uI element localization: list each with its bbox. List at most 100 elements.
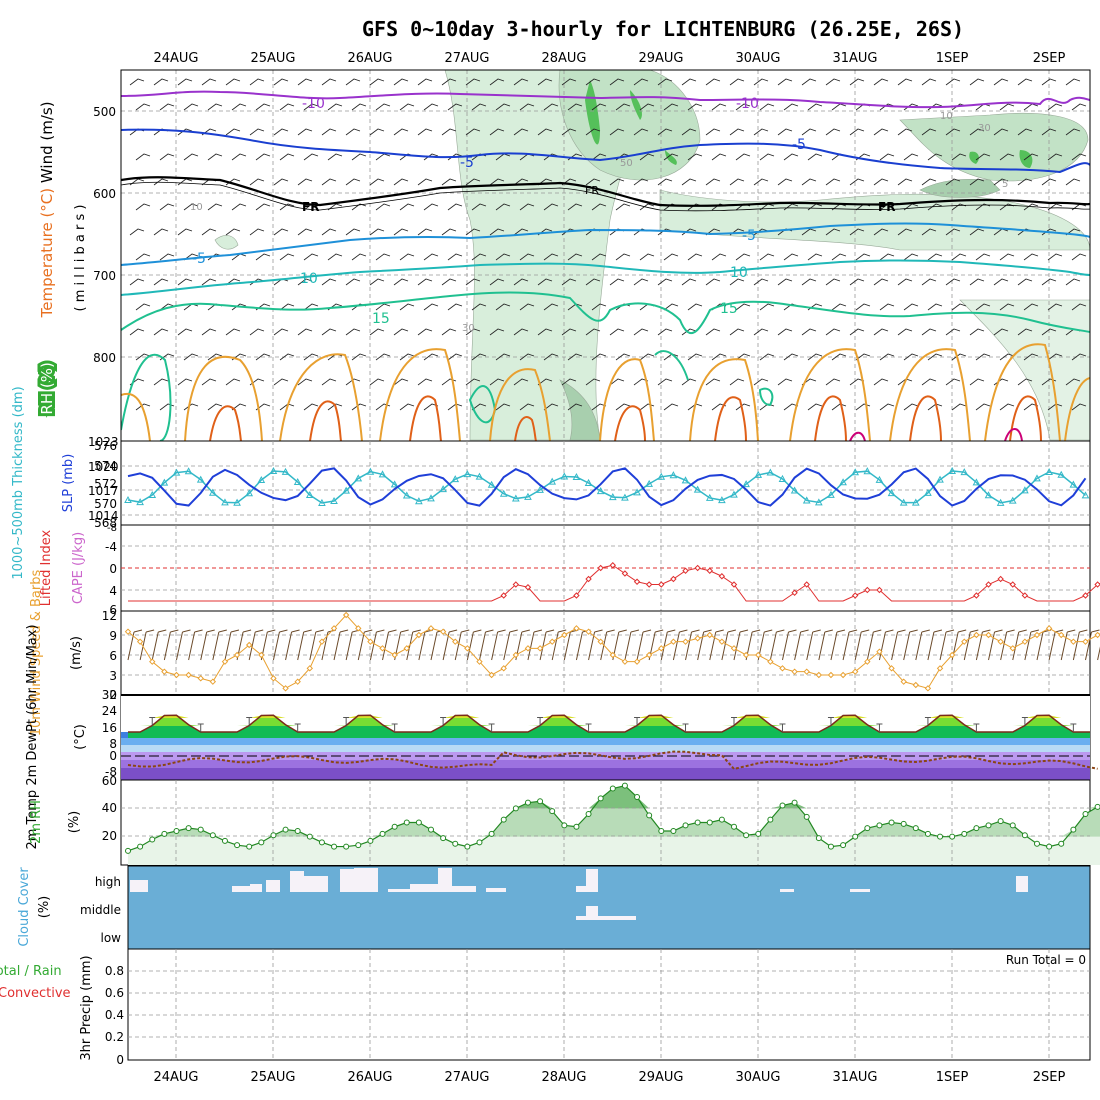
contour-minus5 xyxy=(121,128,1090,174)
rh-label: 2m RH xyxy=(29,800,44,844)
wind-point xyxy=(536,645,544,652)
rh-point xyxy=(391,823,398,830)
wind-point xyxy=(355,625,362,632)
wind-point xyxy=(367,638,374,645)
contour-freezing xyxy=(121,176,1090,207)
date-label: 29AUG xyxy=(638,1070,683,1085)
wind-point xyxy=(803,668,810,675)
wind-barb xyxy=(854,629,870,661)
rh-point xyxy=(997,818,1004,825)
wind-barb xyxy=(357,629,373,661)
wind-point xyxy=(597,638,604,645)
date-label: 1SEP xyxy=(936,1070,969,1085)
rh-point xyxy=(864,825,871,832)
contour-label: -10 xyxy=(302,96,325,112)
wind-barb xyxy=(1024,629,1040,661)
thickness-tick: 576 xyxy=(94,439,117,453)
wind-tick: 12 xyxy=(102,609,117,623)
wind-barb xyxy=(806,629,821,661)
thickness-point xyxy=(499,489,508,497)
thickness-point xyxy=(984,491,993,499)
y-tick: 700 xyxy=(93,269,116,283)
wind-point xyxy=(173,671,180,679)
contour-label: -5 xyxy=(792,137,806,153)
rh-point xyxy=(270,832,277,839)
rh-point xyxy=(573,823,580,830)
contour-label: 10 xyxy=(300,271,318,287)
cloud-bar-high xyxy=(266,880,280,892)
wind-point xyxy=(294,678,301,685)
wind-barb xyxy=(672,629,688,661)
wind-point xyxy=(827,671,835,679)
cloud-bar-high xyxy=(850,889,870,892)
thickness-point xyxy=(475,472,484,480)
li-point xyxy=(1021,592,1029,599)
wind-point xyxy=(512,651,520,659)
thickness-point xyxy=(875,475,884,483)
contour-label: 10 xyxy=(190,202,203,213)
thickness-tick: 572 xyxy=(94,477,117,491)
cloud-bar-high xyxy=(576,886,586,892)
y-tick: 600 xyxy=(93,187,116,201)
rh-point xyxy=(246,843,253,850)
rh-point xyxy=(1094,803,1100,810)
rh-point xyxy=(440,835,447,842)
wind-barb xyxy=(975,629,991,661)
li-tick: -8 xyxy=(107,523,117,534)
thickness-point xyxy=(487,480,496,488)
rh-tick: 60 xyxy=(102,774,117,788)
contour-label: 15 xyxy=(720,301,738,317)
thickness-point xyxy=(378,470,387,478)
li-point xyxy=(791,589,798,596)
wind-point xyxy=(682,638,689,645)
wind-barb xyxy=(1012,629,1027,661)
rh-point xyxy=(658,828,665,834)
wind-barbs xyxy=(127,629,1100,661)
wind-point xyxy=(342,611,350,619)
date-label: 24AUG xyxy=(153,1070,198,1085)
date-label: 27AUG xyxy=(444,1070,489,1085)
thickness-tick: 570 xyxy=(94,497,117,511)
rh-point xyxy=(221,837,228,844)
upper-left-labels: RH (%) Temperature (°C) Wind (m/s) xyxy=(38,101,56,414)
thickness-point xyxy=(936,475,944,483)
rh-point xyxy=(452,840,459,847)
lifted-index-panel: -8 -4 0 4 6 Lifted Index CAPE (J/kg) xyxy=(39,523,1100,617)
thickness-point xyxy=(366,467,375,475)
wind-point xyxy=(197,675,204,682)
thickness-point xyxy=(427,494,435,502)
cloud-bar-high xyxy=(130,880,148,892)
thickness-point xyxy=(342,486,351,494)
cloud-bar-high xyxy=(304,876,328,892)
thickness-point xyxy=(924,488,932,496)
rh-point xyxy=(743,832,750,839)
rh-point xyxy=(149,836,156,843)
thickness-point xyxy=(718,496,726,504)
thickness-point xyxy=(221,498,229,506)
thickness-point xyxy=(705,493,714,501)
date-label: 30AUG xyxy=(735,51,780,66)
thickness-label: 1000~500mb Thickness (dm) xyxy=(11,386,26,579)
wind-barb xyxy=(127,629,143,661)
wind-barb xyxy=(891,629,906,661)
rh-point xyxy=(318,839,325,846)
thickness-point xyxy=(524,492,532,500)
thickness-point xyxy=(899,498,908,506)
wind-barb xyxy=(1072,629,1088,661)
wind-point xyxy=(609,651,617,659)
rh-point xyxy=(1034,840,1040,847)
wind-point xyxy=(900,678,907,685)
thickness-tick: 568 xyxy=(94,516,117,530)
lifted-index-line xyxy=(128,564,1100,602)
contour-label: 10 xyxy=(730,265,748,281)
li-point xyxy=(803,581,810,588)
li-point xyxy=(730,581,738,588)
cloud-level-low: low xyxy=(101,931,122,945)
wind-barb xyxy=(794,629,809,661)
wind-label: Wind (m/s) xyxy=(38,101,56,183)
rh-point xyxy=(331,843,338,850)
cloud-unit: (%) xyxy=(37,896,52,919)
cloud-bar-high xyxy=(1016,876,1028,892)
rh-point xyxy=(852,833,859,840)
wind-point xyxy=(1070,638,1077,645)
